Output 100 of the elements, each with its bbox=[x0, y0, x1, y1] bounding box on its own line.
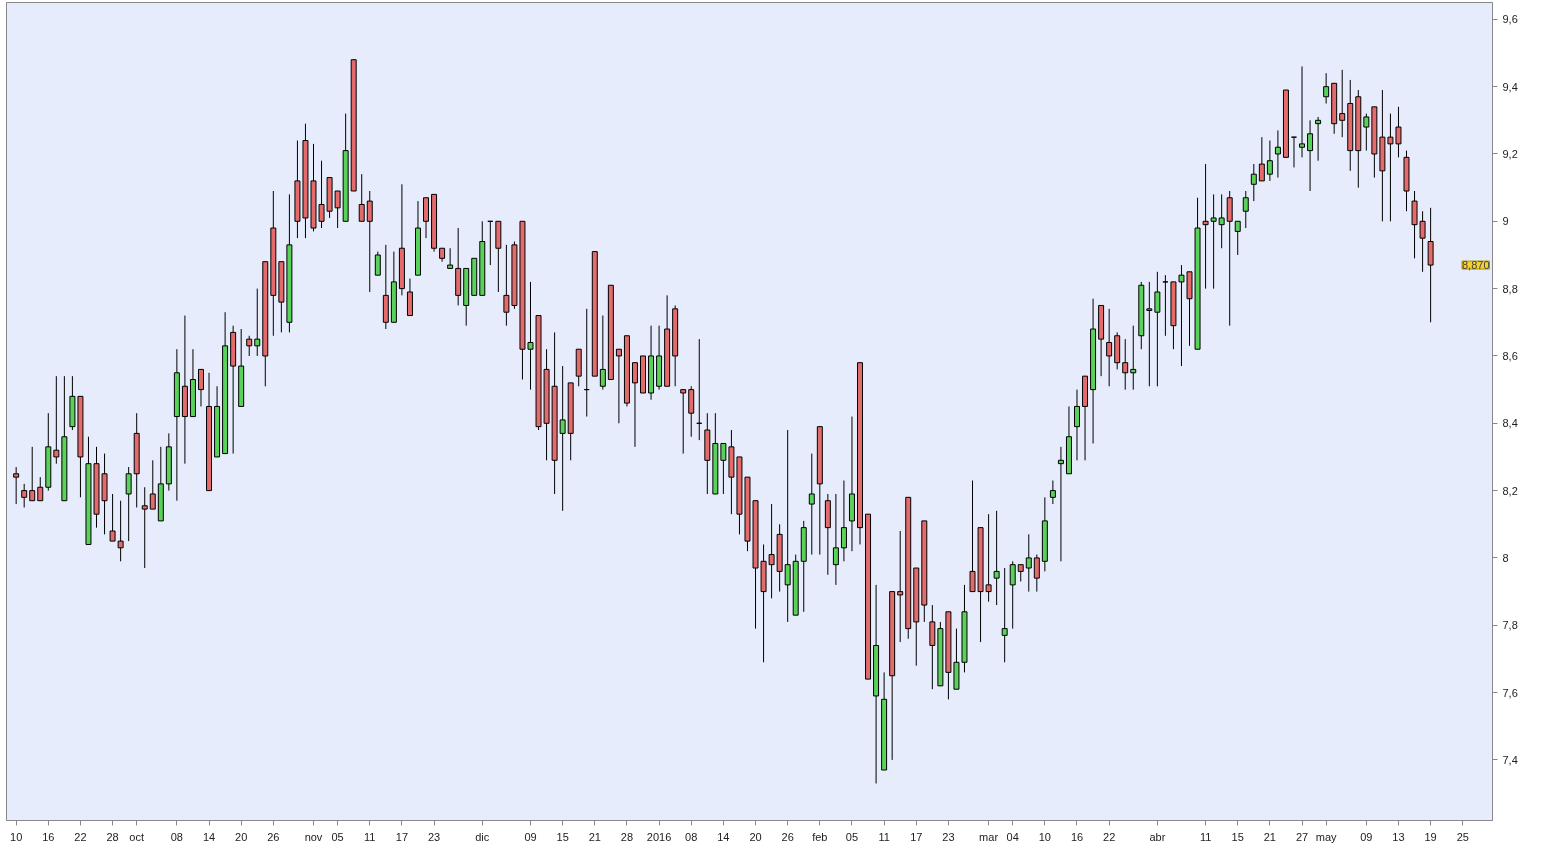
y-tick-label: 7,6 bbox=[1502, 686, 1518, 699]
y-tick-label: 8,2 bbox=[1502, 484, 1518, 497]
x-tick-label: 09 bbox=[524, 830, 537, 843]
x-tick-label: 22 bbox=[74, 830, 87, 843]
candlestick bbox=[993, 510, 1000, 606]
candlestick bbox=[680, 389, 687, 455]
x-tick-label: 23 bbox=[942, 830, 955, 843]
x-tick-label: 11 bbox=[878, 830, 890, 843]
y-tick-label: 7,8 bbox=[1502, 619, 1518, 632]
x-tick-label: 20 bbox=[749, 830, 762, 843]
x-tick-label: 20 bbox=[235, 830, 248, 843]
y-tick-label: 8,4 bbox=[1502, 417, 1518, 430]
x-tick-label: abr bbox=[1149, 830, 1166, 843]
x-tick-label: feb bbox=[812, 830, 828, 843]
candlestick bbox=[374, 251, 381, 276]
candlestick bbox=[366, 190, 373, 293]
candlestick bbox=[13, 466, 20, 505]
candlestick bbox=[1234, 220, 1241, 256]
x-tick-label: 05 bbox=[845, 830, 859, 843]
y-tick-label: 8 bbox=[1502, 551, 1509, 564]
x-tick-label: 10 bbox=[10, 830, 23, 843]
x-tick-label: 11 bbox=[1199, 830, 1212, 843]
candlestick bbox=[198, 368, 204, 407]
candlestick bbox=[1323, 72, 1330, 104]
candlestick bbox=[125, 466, 132, 542]
candlestick bbox=[141, 486, 148, 569]
x-tick-label: 26 bbox=[267, 830, 280, 843]
candlestick bbox=[1154, 271, 1161, 387]
x-tick-label: 04 bbox=[1006, 830, 1019, 843]
candlestick bbox=[1001, 567, 1008, 663]
x-tick-label: 16 bbox=[42, 830, 55, 843]
candlestick bbox=[1130, 325, 1137, 391]
candlestick bbox=[1049, 480, 1056, 505]
x-tick-label: 21 bbox=[1263, 830, 1277, 843]
candlestick bbox=[53, 375, 60, 465]
candlestick bbox=[1307, 119, 1314, 192]
candlestick bbox=[808, 453, 815, 556]
x-tick-label: 09 bbox=[1360, 830, 1373, 843]
candlestick bbox=[1202, 163, 1209, 290]
candlestick bbox=[246, 335, 253, 357]
candlestick bbox=[1250, 163, 1257, 202]
candlestick bbox=[149, 459, 156, 510]
candlestick bbox=[37, 476, 44, 502]
candlestick bbox=[1258, 136, 1265, 182]
candlestick bbox=[1339, 69, 1346, 138]
x-tick-label: 13 bbox=[1392, 830, 1405, 843]
x-tick-label: 15 bbox=[1231, 830, 1244, 843]
x-tick-label: 15 bbox=[556, 830, 569, 843]
y-tick-label: 7,4 bbox=[1502, 753, 1518, 766]
candlestick bbox=[1162, 274, 1169, 337]
x-tick-label: 26 bbox=[781, 830, 794, 843]
candlestick bbox=[1122, 338, 1129, 391]
candlestick bbox=[615, 348, 622, 424]
x-tick-label: 16 bbox=[1070, 830, 1084, 843]
candlestick bbox=[1033, 554, 1040, 593]
x-tick-label: may bbox=[1315, 830, 1338, 843]
x-tick-label: 14 bbox=[717, 830, 730, 843]
candlestick bbox=[406, 278, 413, 317]
candlestick bbox=[599, 315, 606, 391]
x-tick-label: 17 bbox=[395, 830, 409, 843]
x-tick-label: 2016 bbox=[646, 830, 672, 843]
candlestick bbox=[1146, 281, 1153, 387]
candlestick bbox=[832, 493, 839, 586]
x-tick-label: 21 bbox=[588, 830, 601, 843]
candlestick bbox=[1218, 193, 1225, 249]
candlestick bbox=[1106, 308, 1113, 387]
candlestick bbox=[1266, 140, 1273, 182]
x-tick-label: 19 bbox=[1424, 830, 1437, 843]
candlestick bbox=[1074, 389, 1080, 461]
candlestick bbox=[1274, 129, 1281, 179]
candlestick bbox=[1025, 533, 1032, 593]
annotation: 8,870 bbox=[1461, 259, 1490, 272]
candlestick bbox=[840, 480, 847, 562]
candlestick bbox=[358, 173, 365, 222]
candlestick bbox=[1057, 446, 1064, 562]
x-tick-label: dic bbox=[475, 830, 490, 843]
candlestick bbox=[1242, 190, 1249, 229]
candlestick bbox=[1363, 113, 1370, 152]
x-tick-label: 25 bbox=[1456, 830, 1469, 843]
x-tick-label: 11 bbox=[364, 830, 376, 843]
x-tick-label: 28 bbox=[106, 830, 119, 843]
x-tick-label: 05 bbox=[331, 830, 344, 843]
candlestick bbox=[784, 429, 791, 623]
candlestick bbox=[21, 483, 28, 508]
x-tick-label: nov bbox=[304, 830, 323, 843]
candlestick bbox=[254, 288, 261, 357]
x-tick-label: 28 bbox=[620, 830, 634, 843]
candlestick bbox=[688, 385, 695, 438]
x-tick-label: 27 bbox=[1295, 830, 1309, 843]
candlestick bbox=[1226, 190, 1233, 327]
candlestick bbox=[1210, 193, 1217, 290]
y-tick-label: 9 bbox=[1502, 215, 1509, 228]
candlestick bbox=[897, 530, 904, 643]
y-tick-label: 9,6 bbox=[1502, 13, 1518, 26]
candlestick bbox=[1315, 116, 1322, 162]
candlestick bbox=[559, 365, 566, 512]
x-tick-label: oct bbox=[129, 830, 145, 843]
candlestick bbox=[1009, 560, 1016, 630]
y-tick-label: 8,8 bbox=[1502, 282, 1518, 295]
candlestick bbox=[29, 446, 36, 502]
